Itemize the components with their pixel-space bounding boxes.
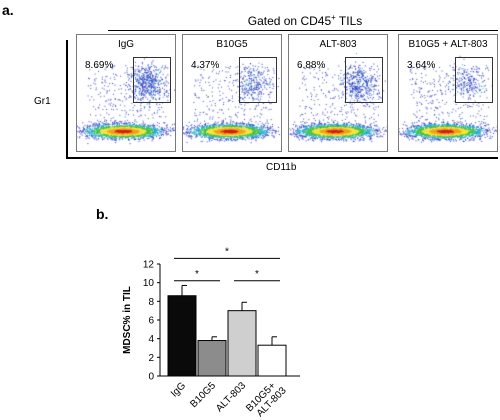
facs-plot-combo: B10G5 + ALT-803 3.64% (398, 34, 498, 152)
facs-percent-b10g5: 4.37% (191, 60, 220, 71)
significance-star: * (195, 269, 199, 280)
facs-percent-igg: 8.69% (85, 60, 114, 71)
gate-header: Gated on CD45+ TILs (247, 13, 363, 28)
bar-0 (167, 295, 197, 377)
facs-gate-alt803 (345, 57, 383, 103)
bar-3 (257, 344, 287, 377)
bar-y-tick-label: 0 (148, 372, 154, 383)
bar-2 (227, 310, 257, 377)
facs-plot-title-b10g5: B10G5 (216, 39, 248, 50)
bar-category-label: IgG (169, 380, 188, 399)
facs-percent-alt803: 6.88% (297, 60, 326, 71)
facs-plot-title-igg: IgG (117, 39, 135, 50)
bar-y-tick-label: 12 (143, 260, 155, 271)
significance-star: * (255, 269, 259, 280)
bar-y-tick-label: 6 (148, 316, 154, 327)
facs-scatter-alt803 (289, 35, 387, 151)
facs-x-axis (66, 157, 498, 159)
facs-plot-alt803: ALT-803 6.88% (288, 34, 388, 152)
gate-header-line (108, 30, 498, 31)
facs-plot-igg: IgG 8.69% (76, 34, 176, 152)
facs-y-axis-label: Gr1 (34, 96, 51, 107)
significance-star: * (225, 246, 229, 257)
facs-gate-igg (133, 57, 171, 103)
panel-a-letter: a. (2, 2, 14, 18)
facs-scatter-b10g5 (183, 35, 281, 151)
bar-y-tick-label: 2 (148, 353, 154, 364)
bar-category-label: ALT-803 (214, 380, 248, 414)
bar-1 (197, 340, 227, 377)
facs-gate-combo (455, 57, 493, 103)
panel-b-letter: b. (96, 206, 109, 222)
facs-plot-title-alt803: ALT-803 (319, 39, 357, 50)
facs-y-axis (66, 40, 68, 158)
facs-plot-title-combo: B10G5 + ALT-803 (408, 39, 488, 50)
bar-y-tick-label: 10 (143, 278, 155, 289)
facs-plot-b10g5: B10G5 4.37% (182, 34, 282, 152)
bar-y-axis-label: MDSC% in TIL (122, 286, 133, 354)
bar-y-tick-label: 8 (148, 297, 154, 308)
facs-scatter-igg (77, 35, 175, 151)
facs-scatter-combo (399, 35, 497, 151)
facs-percent-combo: 3.64% (407, 60, 436, 71)
bar-y-tick-label: 4 (148, 334, 154, 345)
facs-gate-b10g5 (239, 57, 277, 103)
facs-x-axis-label: CD11b (266, 162, 297, 173)
bar-category-label: B10G5+ALT-803 (244, 377, 289, 418)
